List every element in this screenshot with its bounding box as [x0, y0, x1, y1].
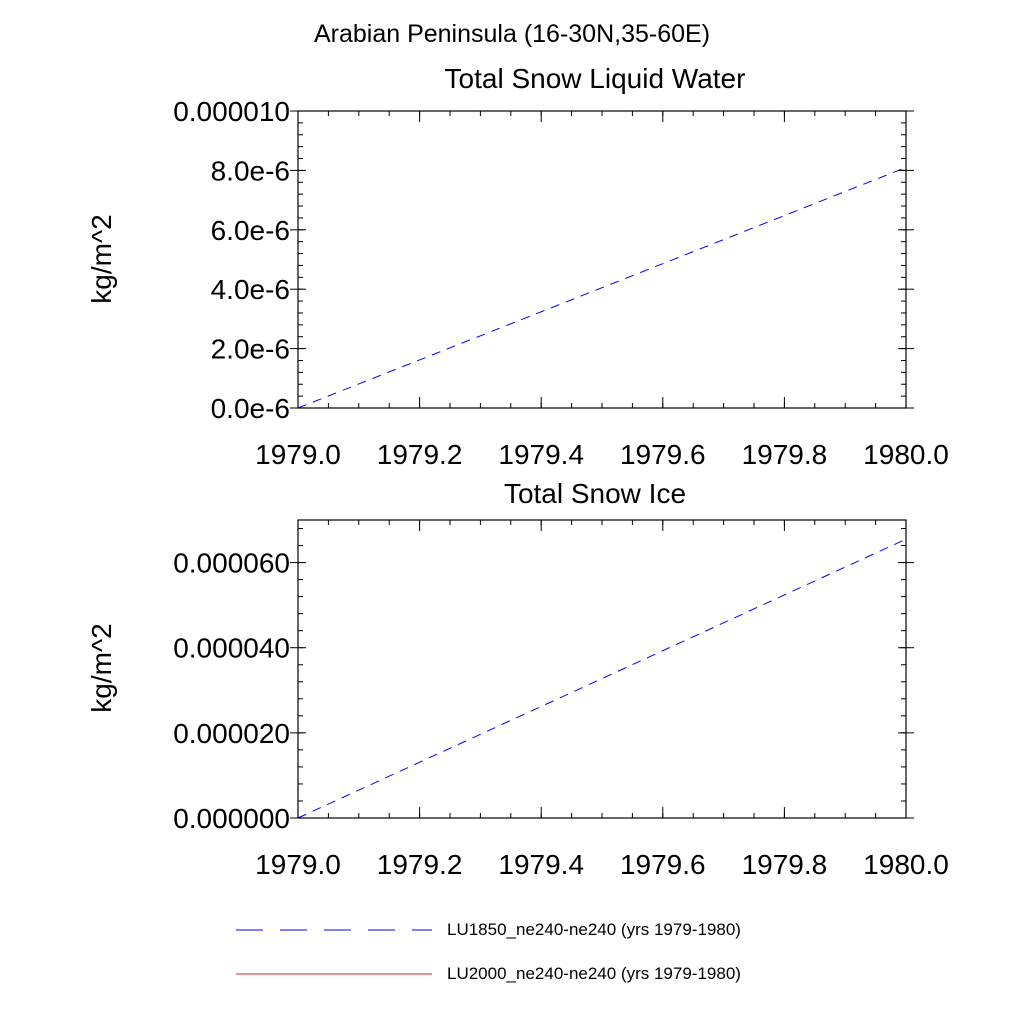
y-tick-label: 0.0e-6	[211, 393, 290, 424]
plot-frame	[297, 110, 907, 409]
y-tick-label: 4.0e-6	[211, 274, 290, 305]
x-tick-label: 1979.8	[742, 439, 828, 470]
x-tick-label: 1979.0	[255, 439, 341, 470]
x-tick-label: 1979.2	[377, 849, 463, 880]
panel-title: Total Snow Liquid Water	[445, 63, 746, 94]
plot-frame	[297, 519, 907, 819]
x-tick-label: 1979.6	[620, 849, 706, 880]
y-tick-label: 0.000010	[173, 96, 290, 127]
legend-label-lu2000: LU2000_ne240-ne240 (yrs 1979-1980)	[447, 964, 741, 983]
series-line-lu1850	[297, 166, 907, 409]
y-axis-label: kg/m^2	[86, 623, 117, 712]
x-tick-label: 1980.0	[863, 439, 949, 470]
x-tick-label: 1979.4	[498, 439, 584, 470]
y-tick-label: 2.0e-6	[211, 334, 290, 365]
x-tick-label: 1979.2	[377, 439, 463, 470]
legend-label-lu1850: LU1850_ne240-ne240 (yrs 1979-1980)	[447, 920, 741, 939]
x-tick-label: 1979.8	[742, 849, 828, 880]
panel-title: Total Snow Ice	[504, 478, 686, 509]
figure-suptitle: Arabian Peninsula (16-30N,35-60E)	[314, 20, 710, 48]
legend: LU1850_ne240-ne240 (yrs 1979-1980) LU200…	[236, 920, 741, 983]
y-tick-label: 0.000000	[173, 803, 290, 834]
y-axis-label: kg/m^2	[86, 214, 117, 303]
y-tick-label: 8.0e-6	[211, 155, 290, 186]
y-tick-label: 0.000020	[173, 718, 290, 749]
x-tick-label: 1979.6	[620, 439, 706, 470]
x-tick-label: 1980.0	[863, 849, 949, 880]
x-tick-label: 1979.4	[498, 849, 584, 880]
y-tick-label: 6.0e-6	[211, 215, 290, 246]
x-tick-label: 1979.0	[255, 849, 341, 880]
y-tick-label: 0.000040	[173, 633, 290, 664]
series-line-lu1850	[297, 538, 907, 819]
panel-snow-ice: Total Snow Ice kg/m^2 1979.0 1979.2 1979.4…	[86, 478, 949, 880]
y-tick-label: 0.000060	[173, 548, 290, 579]
panel-snow-liquid-water: Total Snow Liquid Water kg/m^2 1979.0 197…	[86, 63, 949, 470]
